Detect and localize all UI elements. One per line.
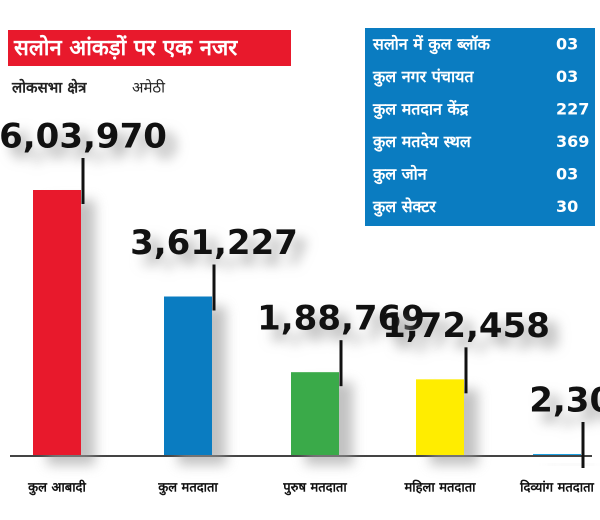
info-value: 227	[556, 100, 589, 119]
x-tick-label: कुल आबादी	[27, 480, 86, 496]
info-value: 03	[556, 165, 578, 184]
info-label: कुल सेक्टर	[372, 197, 437, 217]
bar	[33, 190, 81, 455]
bar	[416, 379, 464, 455]
info-label: सलोन में कुल ब्लॉक	[372, 35, 491, 55]
bar	[291, 372, 339, 455]
bar	[533, 453, 581, 455]
subtitle-value: अमेठी	[132, 79, 166, 97]
info-label: कुल मतदान केंद्र	[372, 100, 469, 120]
info-value: 03	[556, 35, 578, 54]
value-label: 1,72,458	[382, 306, 550, 346]
info-value: 369	[556, 132, 589, 151]
bar	[164, 296, 212, 455]
value-label-shadow: 6,03,970	[9, 127, 177, 167]
x-tick-label: पुरुष मतदाता	[282, 481, 347, 496]
value-label: 6,03,970	[0, 117, 167, 157]
info-value: 03	[556, 67, 578, 86]
value-label-shadow: 1,72,458	[392, 316, 560, 356]
x-tick-label: महिला मतदाता	[404, 480, 477, 496]
value-label-shadow: 3,61,227	[140, 233, 308, 273]
info-table-background	[365, 28, 595, 226]
bar-shadow	[547, 463, 595, 465]
x-tick-label: कुल मतदाता	[157, 481, 218, 496]
value-label: 3,61,227	[130, 223, 298, 263]
title-background	[8, 30, 291, 66]
info-label: कुल नगर पंचायत	[372, 67, 474, 87]
subtitle-label: लोकसभा क्षेत्र	[11, 79, 87, 97]
value-label: 2,306	[529, 380, 600, 420]
value-label-shadow: 2,306	[539, 390, 600, 430]
info-value: 30	[556, 197, 578, 216]
value-label: 1,88,769	[257, 299, 425, 339]
x-tick-label: दिव्यांग मतदाता	[519, 480, 594, 496]
value-label-shadow: 1,88,769	[267, 309, 435, 349]
info-label: कुल जोन	[372, 165, 428, 185]
info-label: कुल मतदेय स्थल	[372, 132, 472, 152]
chart-title: सलोन आंकड़ों पर एक नजर	[13, 34, 238, 61]
